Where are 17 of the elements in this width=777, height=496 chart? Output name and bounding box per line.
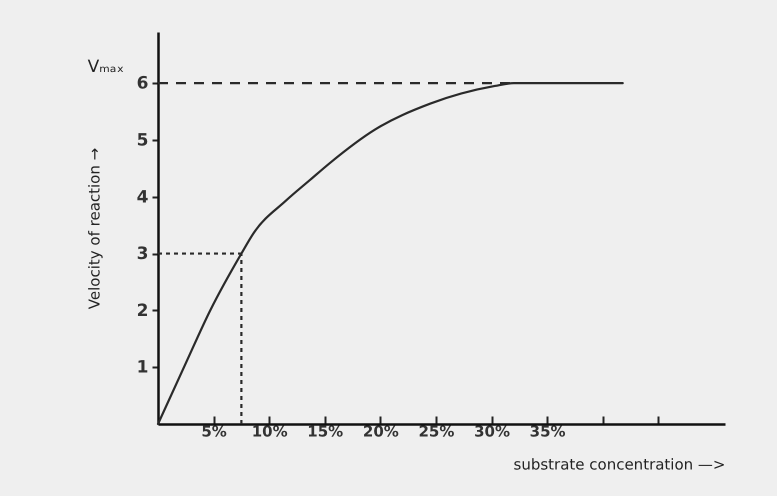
x-tick-label: 10%: [252, 422, 288, 440]
x-tick-label: 5%: [201, 422, 227, 440]
x-tick-label: 15%: [307, 422, 344, 440]
x-tick-label: 30%: [474, 422, 510, 440]
y-tick-label: 1: [136, 358, 148, 378]
y-tick-label: 3: [136, 244, 148, 264]
y-tick-label: 4: [136, 187, 149, 208]
y-tick-label: 2: [136, 300, 148, 321]
x-tick-label: 20%: [362, 422, 399, 440]
x-axis-title: substrate concentration —>: [514, 456, 726, 474]
ref-line-label: Vₘₐₓ: [88, 57, 124, 78]
line-series: [156, 82, 624, 426]
y-tick-label: 6: [136, 74, 148, 94]
y-tick-label: 5: [136, 130, 148, 150]
y-axis-title: Velocity of reaction →: [86, 148, 104, 310]
x-tick-label: 35%: [530, 422, 566, 440]
x-tick-label: 25%: [418, 422, 454, 440]
